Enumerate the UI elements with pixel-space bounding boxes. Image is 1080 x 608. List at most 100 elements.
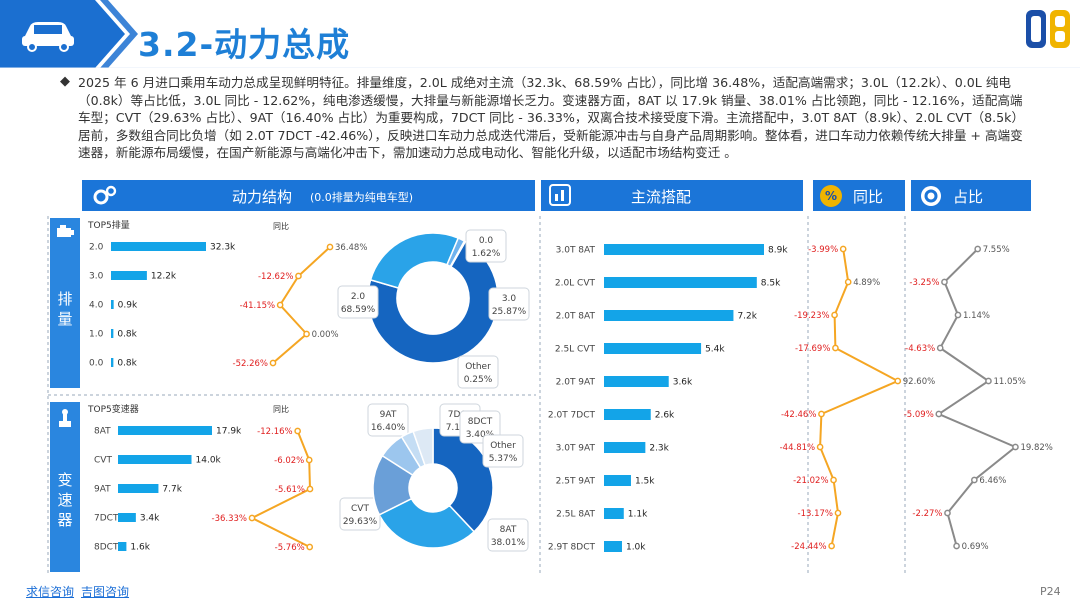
combo_yoy-point	[831, 311, 838, 319]
displacement_share-label-box	[465, 229, 507, 263]
combo-value-label: 3.6k	[673, 378, 693, 388]
transmission-category-label: 7DCT	[94, 514, 119, 524]
displacement_share-value-label: 68.59%	[341, 305, 376, 315]
side-transmission-label: 变速器	[50, 402, 80, 572]
combo_yoy-value-label: -44.81%	[780, 443, 815, 453]
combo_share-line	[936, 248, 1018, 547]
transmission_share-value-label: 16.40%	[371, 423, 406, 433]
combo_share-value-label: -3.25%	[909, 278, 939, 288]
displacement_yoy-point	[326, 243, 334, 251]
combo-bar	[604, 277, 757, 288]
structure-note: (0.0排量为纯电车型)	[310, 191, 414, 204]
combo-value-label: 7.2k	[737, 312, 757, 322]
footer-link-qiuxin[interactable]: 求信咨询	[26, 585, 75, 599]
combo_share-point	[953, 542, 960, 550]
combo_yoy-point	[832, 344, 839, 352]
displacement_yoy-point	[276, 301, 284, 309]
combo_share-value-label: 7.55%	[983, 245, 1010, 255]
transmission-category-label: 8DCT	[94, 543, 119, 553]
share-header-bar: 占比	[911, 180, 1031, 211]
displacement_yoy-value-label: -52.26%	[233, 359, 268, 369]
combo_share-value-label: -2.27%	[912, 509, 942, 519]
displacement-bar	[111, 271, 147, 280]
transmission-bar	[118, 484, 159, 493]
displacement-value-label: 0.8k	[117, 330, 137, 340]
combo-bar	[604, 442, 646, 453]
combo_yoy-point	[830, 476, 837, 484]
combo-value-label: 8.9k	[768, 246, 788, 256]
combo-header-bar: 主流搭配	[541, 180, 803, 211]
displacement_yoy-value-label: -41.15%	[240, 301, 275, 311]
combo-bar	[604, 310, 734, 321]
transmission_share-slice	[412, 427, 434, 467]
combo_yoy-point	[818, 410, 825, 418]
transmission_share-value-label: 3.40%	[466, 430, 495, 440]
displacement-category-label: 3.0	[89, 272, 104, 282]
yoy-title: 同比	[853, 188, 884, 206]
combo-value-label: 8.5k	[761, 279, 781, 289]
combo-title: 主流搭配	[631, 188, 692, 206]
combo-value-label: 1.1k	[628, 510, 648, 520]
transmission-bar	[118, 513, 136, 522]
transmission_yoy-point	[306, 543, 314, 551]
combo-bar	[604, 409, 651, 420]
combo_share-point	[954, 311, 962, 319]
gear-icon	[93, 185, 117, 205]
percent-icon: %	[820, 185, 842, 207]
combo-value-label: 5.4k	[705, 345, 725, 355]
displacement-value-label: 0.9k	[118, 301, 138, 311]
displacement_share-category-label: 0.0	[479, 236, 494, 246]
engine-icon	[57, 225, 74, 237]
bullet-marker: ◆	[60, 74, 70, 89]
structure-header-bar: 动力结构 (0.0排量为纯电车型)	[82, 180, 535, 211]
transmission-value-label: 3.4k	[140, 514, 160, 524]
combo-bar	[604, 376, 669, 387]
displacement-value-label: 12.2k	[151, 272, 177, 282]
transmission_yoy-point	[294, 427, 301, 435]
combo-category-label: 2.0T 7DCT	[548, 411, 596, 421]
gearshift-icon	[59, 409, 71, 427]
displacement-title: TOP5排量	[87, 219, 130, 231]
combo_yoy-value-label: 92.60%	[903, 377, 935, 387]
combo_yoy-value-label: -3.99%	[808, 245, 838, 255]
displacement-category-label: 1.0	[89, 330, 104, 340]
combo_share-value-label: -4.63%	[905, 344, 935, 354]
transmission_share-value-label: 5.37%	[489, 454, 518, 464]
displacement_yoy-point	[269, 359, 277, 367]
displacement_yoy-value-label: 36.48%	[335, 243, 367, 253]
transmission-value-label: 7.7k	[162, 485, 182, 495]
combo_share-value-label: 6.46%	[979, 476, 1006, 486]
combo_yoy-value-label: -24.44%	[791, 542, 826, 552]
transmission_yoy-value-label: -5.76%	[275, 543, 305, 553]
displacement_share-value-label: 0.25%	[464, 375, 493, 385]
displacement-bar	[111, 358, 114, 367]
page-title: 3.2-动力总成	[138, 25, 351, 64]
combo-bar	[604, 508, 624, 519]
displacement_share-category-label: 2.0	[351, 292, 366, 302]
transmission_yoy-value-label: -36.33%	[212, 514, 247, 524]
combo-category-label: 2.0T 9AT	[556, 378, 596, 388]
combo-category-label: 2.5L CVT	[555, 345, 596, 355]
displacement-category-label: 0.0	[89, 359, 104, 369]
transmission_yoy-point	[306, 485, 314, 493]
combo_yoy-value-label: -42.46%	[781, 410, 816, 420]
transmission_share-category-label: 9AT	[380, 410, 397, 420]
displacement_yoy-point	[303, 330, 310, 338]
combo_share-value-label: 1.14%	[963, 311, 990, 321]
displacement_share-category-label: 3.0	[502, 294, 517, 304]
transmission_share-category-label: 8DCT	[468, 417, 493, 427]
displacement-category-label: 4.0	[89, 301, 104, 311]
combo_yoy-value-label: -21.02%	[793, 476, 828, 486]
transmission_share-category-label: 8AT	[500, 525, 517, 535]
transmission_share-value-label: 29.63%	[343, 517, 378, 527]
combo_yoy-point	[894, 377, 902, 385]
share-title: 占比	[953, 188, 984, 206]
circle-target-icon	[921, 186, 941, 206]
displacement-value-label: 0.8k	[117, 359, 137, 369]
side-displacement-text: 排量	[57, 290, 73, 328]
footer-link-jitu[interactable]: 吉图咨询	[81, 585, 130, 599]
combo_share-value-label: 19.82%	[1020, 443, 1052, 453]
combo_share-point	[936, 344, 944, 352]
transmission_yoy-value-label: -6.02%	[274, 456, 304, 466]
displacement_yoy-value-label: -12.62%	[258, 272, 293, 282]
